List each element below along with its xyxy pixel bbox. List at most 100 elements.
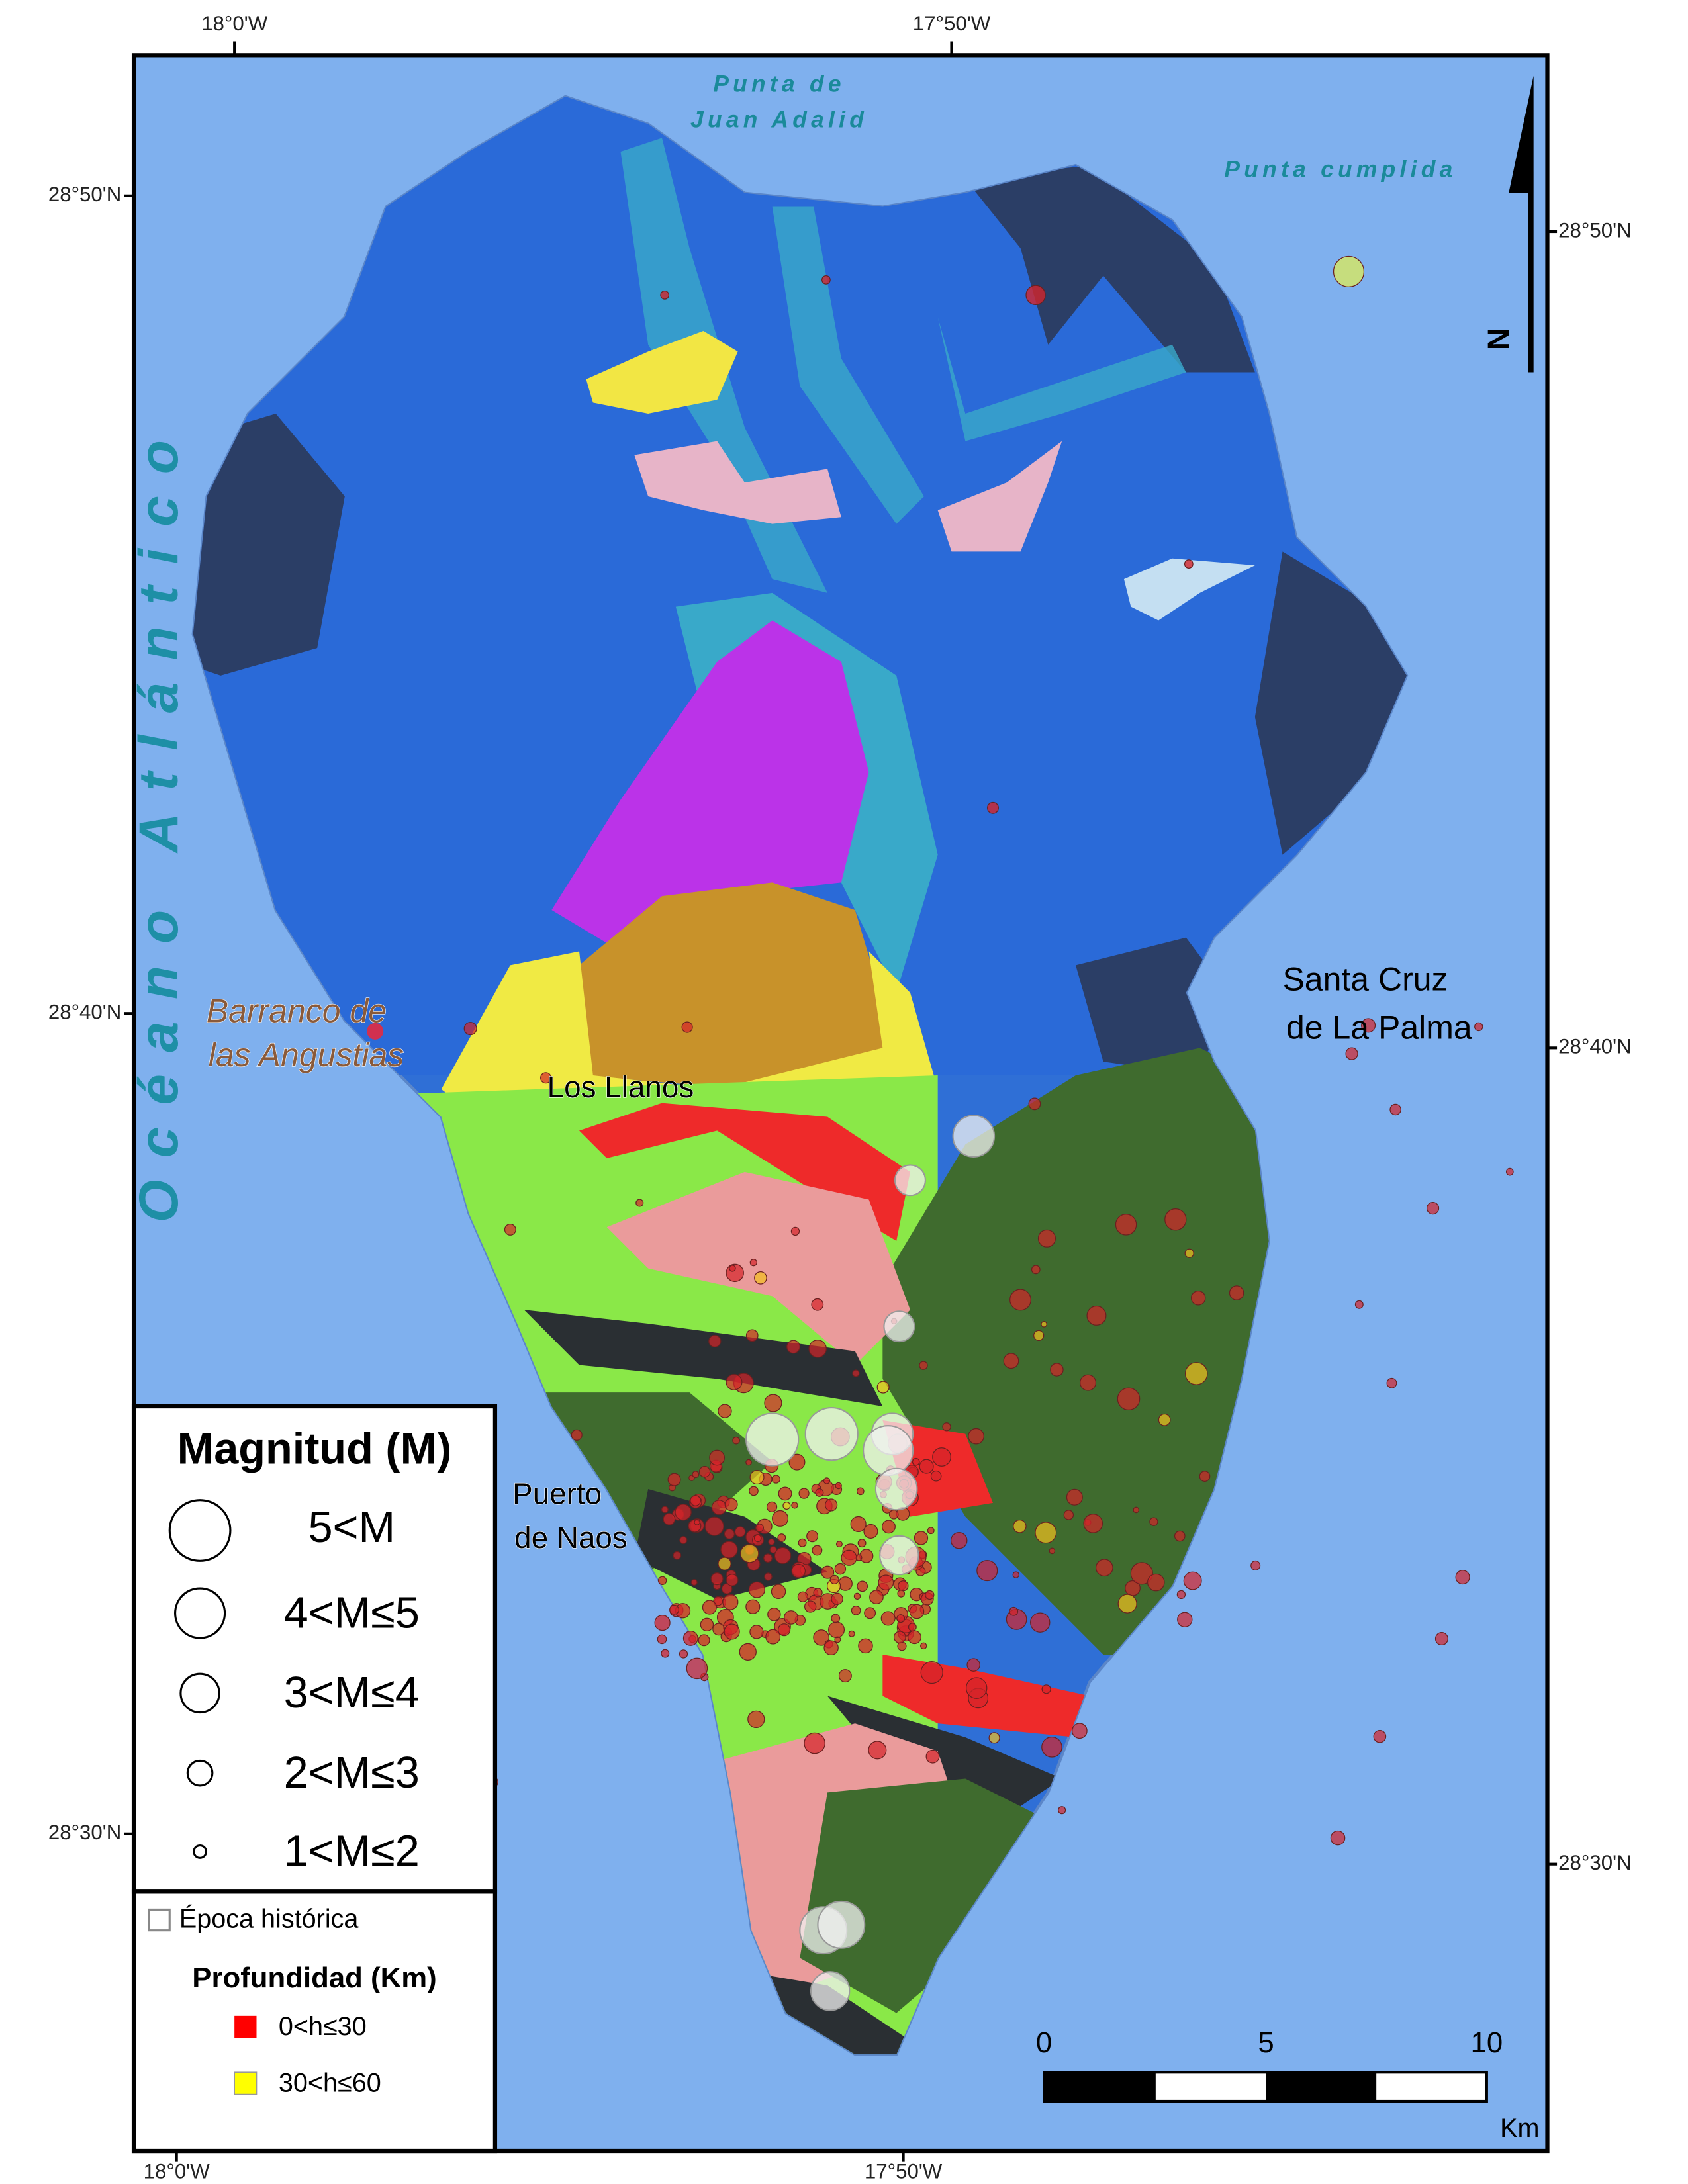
earthquake-symbol bbox=[908, 1623, 917, 1631]
earthquake-symbol bbox=[968, 1428, 984, 1445]
place-label: Santa Cruz bbox=[1282, 961, 1448, 998]
historic-earthquake bbox=[883, 1310, 915, 1343]
earthquake-symbol bbox=[749, 1259, 757, 1267]
earthquake-symbol bbox=[927, 1527, 935, 1535]
earthquake-symbol bbox=[815, 1488, 824, 1497]
earthquake-symbol bbox=[804, 1732, 825, 1754]
earthquake-symbol bbox=[1389, 1103, 1401, 1116]
earthquake-symbol bbox=[1031, 1265, 1041, 1275]
lat-label: 28°30'N bbox=[1558, 1851, 1632, 1874]
earthquake-symbol bbox=[987, 801, 999, 814]
earthquake-symbol bbox=[692, 1471, 700, 1479]
earthquake-symbol bbox=[798, 1538, 807, 1547]
north-arrow-shaft bbox=[1528, 193, 1534, 373]
map-feature bbox=[186, 1759, 214, 1787]
legend-label: 30<h≤60 bbox=[279, 2068, 381, 2097]
legend-label: 5<M bbox=[308, 1503, 395, 1552]
legend-title: Magnitud (M) bbox=[177, 1424, 452, 1473]
earthquake-symbol bbox=[1354, 1300, 1364, 1309]
earthquake-symbol bbox=[1184, 559, 1194, 569]
earthquake-symbol bbox=[708, 1334, 722, 1348]
earthquake-symbol bbox=[1041, 1684, 1051, 1694]
earthquake-symbol bbox=[914, 1531, 929, 1545]
earthquake-symbol bbox=[669, 1604, 680, 1615]
earthquake-symbol bbox=[1177, 1612, 1193, 1627]
earthquake-symbol bbox=[920, 1661, 943, 1684]
earthquake-symbol bbox=[763, 1553, 773, 1563]
earthquake-symbol bbox=[857, 1539, 867, 1548]
earthquake-symbol bbox=[766, 1501, 778, 1513]
earthquake-symbol bbox=[772, 1510, 789, 1527]
lon-label: 18°0'W bbox=[201, 12, 268, 35]
earthquake-symbol bbox=[682, 1630, 698, 1646]
earthquake-symbol bbox=[825, 1498, 838, 1512]
earthquake-symbol bbox=[976, 1560, 998, 1582]
earthquake-symbol bbox=[876, 1381, 890, 1394]
earthquake-symbol bbox=[504, 1223, 516, 1236]
historic-earthquake bbox=[894, 1164, 926, 1197]
earthquake-symbol bbox=[1183, 1571, 1202, 1590]
earthquake-symbol bbox=[709, 1449, 726, 1466]
legend-swatch bbox=[234, 2071, 258, 2095]
place-label: Barranco de bbox=[207, 992, 387, 1029]
earthquake-symbol bbox=[718, 1404, 732, 1418]
lat-label: 28°40'N bbox=[1558, 1035, 1632, 1058]
geo-dark bbox=[965, 165, 1255, 373]
earthquake-symbol bbox=[925, 1749, 940, 1764]
earthquake-symbol bbox=[747, 1710, 765, 1729]
earthquake-symbol bbox=[966, 1658, 980, 1672]
place-label: las Angustias bbox=[209, 1036, 404, 1073]
earthquake-symbol bbox=[768, 1538, 775, 1546]
earthquake-symbol bbox=[1086, 1305, 1107, 1326]
geo-black bbox=[745, 1972, 910, 2055]
historic-earthquake bbox=[810, 1971, 851, 2011]
earthquake-symbol bbox=[1012, 1571, 1020, 1578]
earthquake-symbol bbox=[690, 1495, 701, 1506]
map-feature bbox=[193, 1844, 208, 1859]
earthquake-symbol bbox=[657, 1576, 667, 1586]
earthquake-symbol bbox=[724, 1498, 738, 1512]
legend-label: 4<M≤5 bbox=[284, 1588, 420, 1637]
place-label: de Naos bbox=[514, 1521, 628, 1555]
map-feature bbox=[168, 1499, 232, 1562]
earthquake-symbol bbox=[1176, 1590, 1186, 1600]
north-label: N bbox=[1481, 328, 1515, 350]
earthquake-symbol bbox=[540, 1072, 552, 1084]
earthquake-symbol bbox=[782, 1501, 791, 1510]
earthquake-symbol bbox=[856, 1487, 865, 1496]
earthquake-symbol bbox=[813, 1588, 823, 1598]
earthquake-symbol bbox=[868, 1741, 887, 1760]
geo-dark bbox=[193, 414, 345, 676]
earthquake-symbol bbox=[765, 1629, 781, 1645]
lon-label: 18°0'W bbox=[144, 2160, 211, 2183]
earthquake-symbol bbox=[718, 1557, 731, 1570]
earthquake-symbol bbox=[1013, 1520, 1027, 1533]
earthquake-symbol bbox=[1333, 255, 1365, 287]
earthquake-symbol bbox=[690, 1579, 698, 1586]
earthquake-symbol bbox=[1041, 1321, 1047, 1328]
geo-black bbox=[827, 1696, 1062, 1807]
earthquake-symbol bbox=[804, 1600, 817, 1613]
earthquake-symbol bbox=[749, 1486, 759, 1496]
earthquake-symbol bbox=[702, 1600, 717, 1615]
lat-label: 28°30'N bbox=[48, 1821, 122, 1844]
earthquake-symbol bbox=[828, 1621, 845, 1639]
earthquake-symbol bbox=[880, 1611, 896, 1626]
earthquake-symbol bbox=[1041, 1736, 1062, 1758]
map-feature bbox=[179, 1672, 220, 1714]
earthquake-symbol bbox=[720, 1541, 738, 1559]
scale-unit: Km bbox=[1500, 2114, 1539, 2143]
earthquake-symbol bbox=[1009, 1606, 1019, 1616]
earthquake-symbol bbox=[1117, 1594, 1137, 1614]
earthquake-symbol bbox=[965, 1677, 988, 1699]
earthquake-symbol bbox=[749, 1625, 764, 1639]
earthquake-symbol bbox=[1330, 1830, 1346, 1846]
earthquake-symbol bbox=[679, 1649, 688, 1659]
earthquake-symbol bbox=[686, 1657, 708, 1680]
earthquake-symbol bbox=[774, 1547, 792, 1565]
geo-pink bbox=[634, 441, 841, 524]
sea-label: Punta de bbox=[713, 71, 845, 97]
historic-earthquake bbox=[745, 1412, 800, 1467]
earthquake-symbol bbox=[932, 1447, 951, 1467]
earthquake-symbol bbox=[1455, 1570, 1470, 1585]
